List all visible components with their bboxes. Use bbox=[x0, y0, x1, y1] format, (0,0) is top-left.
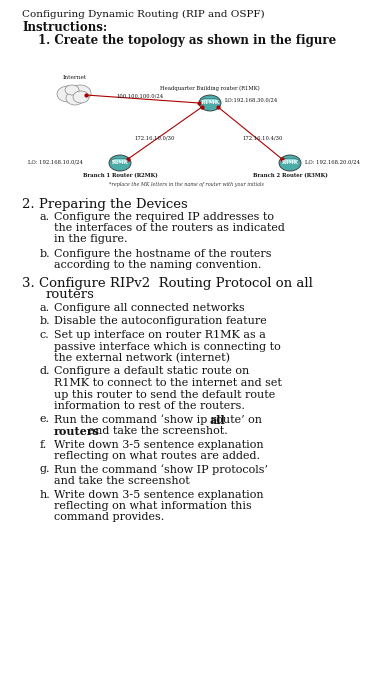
Text: Disable the autoconfiguration feature: Disable the autoconfiguration feature bbox=[54, 316, 267, 326]
Ellipse shape bbox=[65, 85, 79, 95]
Ellipse shape bbox=[73, 91, 89, 103]
Text: and take the screenshot: and take the screenshot bbox=[54, 476, 190, 486]
Text: reflecting on what information this: reflecting on what information this bbox=[54, 501, 252, 511]
Text: the interfaces of the routers as indicated: the interfaces of the routers as indicat… bbox=[54, 223, 285, 233]
Text: h.: h. bbox=[40, 489, 51, 500]
Text: routers: routers bbox=[46, 288, 95, 302]
Text: f.: f. bbox=[40, 440, 47, 449]
Text: c.: c. bbox=[40, 330, 50, 340]
Text: Headquarter Building router (R1MK): Headquarter Building router (R1MK) bbox=[160, 85, 260, 91]
Text: passive interface which is connecting to: passive interface which is connecting to bbox=[54, 342, 281, 351]
Ellipse shape bbox=[199, 95, 221, 111]
Text: R1MK to connect to the internet and set: R1MK to connect to the internet and set bbox=[54, 378, 282, 388]
Text: g.: g. bbox=[40, 465, 51, 475]
Point bbox=[125, 153, 131, 164]
Text: Run the command ‘show ip route’ on: Run the command ‘show ip route’ on bbox=[54, 414, 266, 426]
Text: Branch 1 Router (R2MK): Branch 1 Router (R2MK) bbox=[83, 173, 157, 178]
Text: 100.100.100.0/24: 100.100.100.0/24 bbox=[116, 94, 164, 99]
Text: 2. Preparing the Devices: 2. Preparing the Devices bbox=[22, 198, 188, 211]
Text: routers: routers bbox=[54, 426, 100, 437]
Text: LO:192.168.30.0/24: LO:192.168.30.0/24 bbox=[225, 98, 278, 103]
Text: Configure a default static route on: Configure a default static route on bbox=[54, 367, 249, 377]
Point bbox=[83, 90, 89, 101]
Text: according to the naming convention.: according to the naming convention. bbox=[54, 260, 262, 270]
Text: 3. Configure RIPv2  Routing Protocol on all: 3. Configure RIPv2 Routing Protocol on a… bbox=[22, 277, 313, 290]
Ellipse shape bbox=[66, 91, 84, 105]
Ellipse shape bbox=[57, 86, 79, 102]
Text: and take the screenshot.: and take the screenshot. bbox=[85, 426, 228, 436]
Text: Set up interface on router R1MK as a: Set up interface on router R1MK as a bbox=[54, 330, 266, 340]
Text: b.: b. bbox=[40, 249, 51, 259]
Text: 172.16.10.0/30: 172.16.10.0/30 bbox=[135, 136, 175, 141]
Point bbox=[199, 102, 205, 113]
Text: Write down 3-5 sentence explanation: Write down 3-5 sentence explanation bbox=[54, 440, 264, 449]
Text: all: all bbox=[210, 414, 225, 426]
Ellipse shape bbox=[111, 158, 129, 164]
Text: R2MK: R2MK bbox=[112, 160, 128, 165]
Text: Configure the required IP addresses to: Configure the required IP addresses to bbox=[54, 211, 274, 221]
Point bbox=[279, 153, 285, 164]
Point bbox=[215, 102, 221, 113]
Text: R3MK: R3MK bbox=[282, 160, 298, 165]
Ellipse shape bbox=[279, 155, 301, 171]
Text: e.: e. bbox=[40, 414, 50, 424]
Text: d.: d. bbox=[40, 367, 51, 377]
Text: Configure all connected networks: Configure all connected networks bbox=[54, 303, 245, 313]
Text: Instructions:: Instructions: bbox=[22, 21, 107, 34]
Text: Write down 3-5 sentence explanation: Write down 3-5 sentence explanation bbox=[54, 489, 264, 500]
Text: reflecting on what routes are added.: reflecting on what routes are added. bbox=[54, 451, 260, 461]
Text: up this router to send the default route: up this router to send the default route bbox=[54, 389, 275, 400]
Text: LO: 192.168.20.0/24: LO: 192.168.20.0/24 bbox=[305, 159, 360, 164]
Text: Configure the hostname of the routers: Configure the hostname of the routers bbox=[54, 249, 272, 259]
Text: command provides.: command provides. bbox=[54, 512, 164, 522]
Text: *replace the MK letters in the name of router with your initials: *replace the MK letters in the name of r… bbox=[109, 182, 263, 187]
Ellipse shape bbox=[69, 85, 91, 101]
Text: in the figure.: in the figure. bbox=[54, 234, 128, 244]
Ellipse shape bbox=[281, 158, 299, 164]
Text: LO: 192.168.10.0/24: LO: 192.168.10.0/24 bbox=[28, 159, 83, 164]
Point bbox=[196, 97, 202, 108]
Text: a.: a. bbox=[40, 303, 50, 313]
Text: Configuring Dynamic Routing (RIP and OSPF): Configuring Dynamic Routing (RIP and OSP… bbox=[22, 10, 264, 19]
Text: 1. Create the topology as shown in the figure: 1. Create the topology as shown in the f… bbox=[38, 34, 336, 47]
Text: b.: b. bbox=[40, 316, 51, 326]
Text: the external network (internet): the external network (internet) bbox=[54, 353, 230, 363]
Text: a.: a. bbox=[40, 211, 50, 221]
Text: R1MK: R1MK bbox=[200, 101, 220, 106]
Ellipse shape bbox=[109, 155, 131, 171]
Text: Run the command ‘show IP protocols’: Run the command ‘show IP protocols’ bbox=[54, 465, 268, 475]
Text: Branch 2 Router (R3MK): Branch 2 Router (R3MK) bbox=[253, 173, 327, 178]
Text: Internet: Internet bbox=[63, 75, 87, 80]
Ellipse shape bbox=[201, 98, 219, 104]
Text: 172.16.10.4/30: 172.16.10.4/30 bbox=[243, 136, 283, 141]
Text: information to rest of the routers.: information to rest of the routers. bbox=[54, 401, 245, 411]
